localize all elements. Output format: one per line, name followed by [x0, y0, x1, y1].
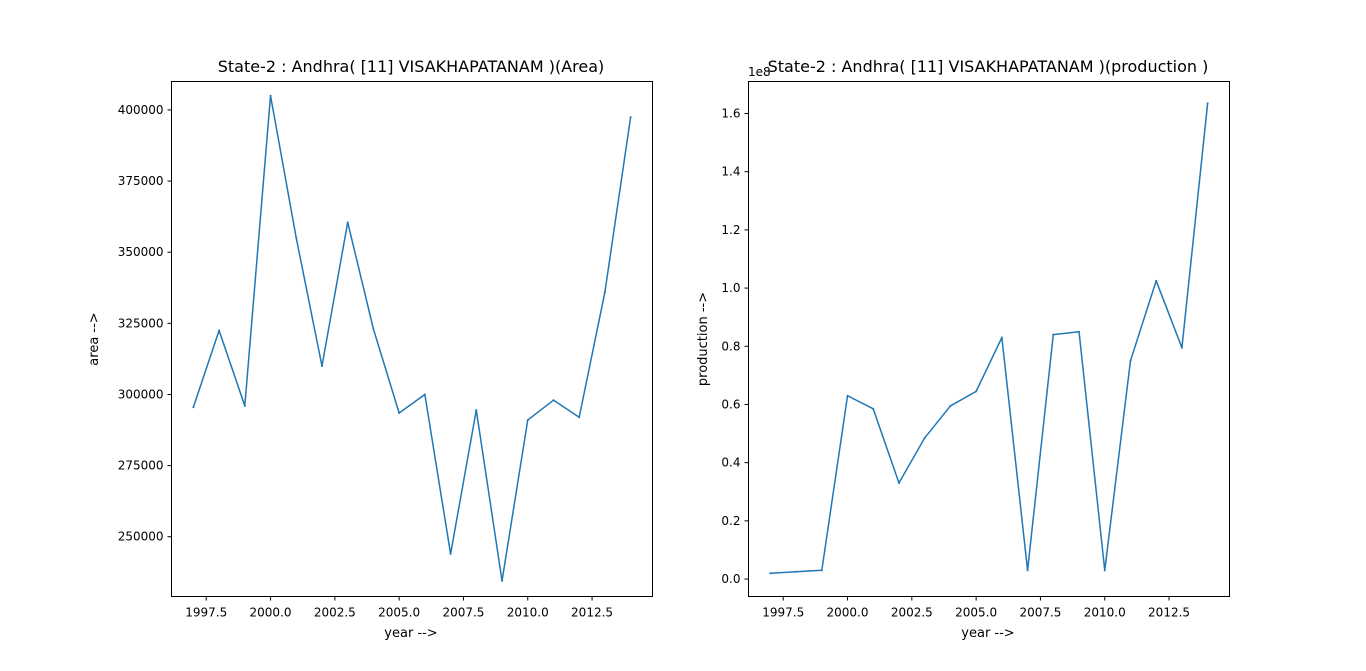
production-chart-y-ticks: 0.0 0.2 0.4 0.6 0.8 1.0 1.2 1.4 1.6	[721, 107, 749, 586]
production-chart-y-axis-label: production -->	[696, 292, 711, 386]
area-data-point	[320, 365, 323, 368]
area-chart-y-axis-label: area -->	[87, 312, 102, 365]
area-data-point	[423, 393, 426, 396]
production-chart: State-2 : Andhra( [11] VISAKHAPATANAM )(…	[696, 57, 1230, 641]
production-data-point	[820, 569, 823, 572]
production-data-point	[1052, 333, 1055, 336]
area-chart-plot-frame	[171, 81, 653, 597]
production-y-tick-label: 1.4	[721, 165, 740, 179]
area-y-tick-label: 300000	[118, 387, 164, 401]
area-data-point	[449, 552, 452, 555]
area-data-point	[501, 579, 504, 582]
production-x-tick-label: 2012.5	[1148, 606, 1190, 620]
area-x-tick-label: 2012.5	[571, 606, 613, 620]
production-data-point	[769, 572, 772, 575]
area-data-point	[603, 291, 606, 294]
area-x-tick-label: 2002.5	[314, 606, 356, 620]
production-x-tick-label: 2002.5	[891, 606, 933, 620]
production-data-point	[897, 482, 900, 485]
area-data-point	[269, 94, 272, 97]
production-y-tick-label: 0.0	[721, 572, 740, 586]
production-y-tick-label: 0.4	[721, 456, 740, 470]
production-y-tick-label: 1.2	[721, 223, 740, 237]
area-data-point	[218, 329, 221, 332]
area-data-point	[295, 236, 298, 239]
production-x-tick-label: 2010.0	[1084, 606, 1126, 620]
area-chart-data-points	[192, 94, 632, 582]
production-y-tick-label: 0.6	[721, 397, 740, 411]
production-data-point	[1078, 330, 1081, 333]
production-chart-title: State-2 : Andhra( [11] VISAKHAPATANAM )(…	[768, 57, 1209, 76]
area-y-tick-label: 350000	[118, 245, 164, 259]
area-y-tick-label: 275000	[118, 459, 164, 473]
area-data-point	[475, 409, 478, 412]
production-x-tick-label: 1997.5	[762, 606, 804, 620]
area-series-line	[192, 94, 632, 582]
production-chart-x-axis-label: year -->	[961, 626, 1014, 641]
area-y-tick-label: 400000	[118, 103, 164, 117]
production-data-point	[1000, 336, 1003, 339]
production-y-tick-label: 0.8	[721, 339, 740, 353]
production-data-point	[795, 570, 798, 573]
area-x-tick-label: 2005.0	[378, 606, 420, 620]
production-chart-data-points	[769, 102, 1209, 575]
production-chart-plot-frame	[748, 81, 1230, 597]
area-data-point	[552, 399, 555, 402]
production-series-line	[770, 103, 1209, 574]
area-data-point	[398, 411, 401, 414]
production-x-tick-label: 2000.0	[827, 606, 869, 620]
production-data-point	[1129, 359, 1132, 362]
area-data-point	[372, 328, 375, 331]
production-y-tick-label: 1.6	[721, 107, 740, 121]
production-data-point	[846, 394, 849, 397]
area-chart-y-ticks: 250000 275000 300000 325000 350000 375000 4000…	[118, 103, 172, 544]
production-x-tick-label: 2007.5	[1019, 606, 1061, 620]
area-chart-x-axis-label: year -->	[384, 626, 437, 641]
production-data-point	[949, 404, 952, 407]
area-y-tick-label: 250000	[118, 530, 164, 544]
area-chart: State-2 : Andhra( [11] VISAKHAPATANAM )(…	[87, 57, 653, 641]
production-chart-offset-text: 1e8	[748, 65, 771, 79]
production-data-point	[1180, 346, 1183, 349]
production-data-point	[872, 407, 875, 410]
area-data-point	[629, 116, 632, 119]
area-x-tick-label: 1997.5	[185, 606, 227, 620]
area-data-point	[192, 406, 195, 409]
production-data-point	[1155, 279, 1158, 282]
production-y-tick-label: 1.0	[721, 281, 740, 295]
production-data-point	[1026, 569, 1029, 572]
area-chart-x-ticks: 1997.5 2000.0 2002.5 2005.0 2007.5 2010.0 2012…	[185, 596, 613, 620]
production-x-tick-label: 2005.0	[955, 606, 997, 620]
production-chart-x-ticks: 1997.5 2000.0 2002.5 2005.0 2007.5 2010.0 2012…	[762, 596, 1190, 620]
area-data-point	[243, 404, 246, 407]
area-x-tick-label: 2000.0	[250, 606, 292, 620]
area-data-point	[346, 221, 349, 224]
production-data-point	[1103, 569, 1106, 572]
area-x-tick-label: 2010.0	[507, 606, 549, 620]
production-data-point	[975, 390, 978, 393]
production-data-point	[923, 436, 926, 439]
production-data-point	[1206, 102, 1209, 105]
area-y-tick-label: 375000	[118, 174, 164, 188]
area-data-point	[526, 419, 529, 422]
area-data-point	[578, 416, 581, 419]
production-y-tick-label: 0.2	[721, 514, 740, 528]
area-y-tick-label: 325000	[118, 316, 164, 330]
area-x-tick-label: 2007.5	[442, 606, 484, 620]
area-chart-title: State-2 : Andhra( [11] VISAKHAPATANAM )(…	[218, 57, 605, 76]
